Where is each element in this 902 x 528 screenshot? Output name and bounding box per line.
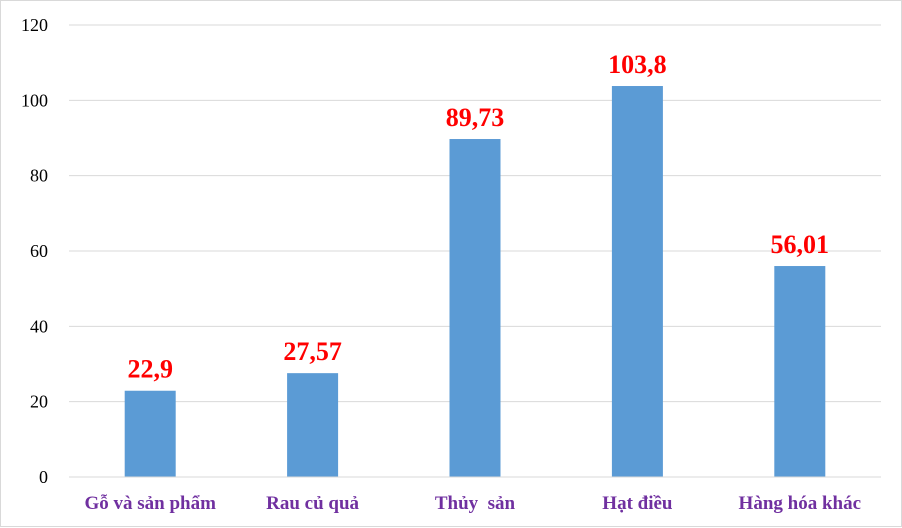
y-tick-label: 60 xyxy=(30,241,48,261)
y-tick-label: 0 xyxy=(39,467,48,487)
bar xyxy=(774,266,826,477)
y-tick-label: 80 xyxy=(30,166,48,186)
bar xyxy=(611,86,663,478)
data-label: 89,73 xyxy=(446,103,505,132)
bar xyxy=(449,139,501,477)
bar xyxy=(124,390,176,477)
x-tick-label: Gỗ và sản phẩm xyxy=(84,493,216,514)
x-tick-label: Hạt điều xyxy=(602,493,673,514)
data-label: 27,57 xyxy=(283,337,342,366)
y-tick-label: 100 xyxy=(21,90,48,110)
x-tick-label: Rau củ quả xyxy=(266,493,359,514)
bar xyxy=(287,373,339,477)
x-tick-label: Hàng hóa khác xyxy=(739,493,861,514)
data-label: 103,8 xyxy=(608,50,667,79)
y-tick-label: 120 xyxy=(21,15,48,35)
y-tick-label: 20 xyxy=(30,392,48,412)
y-tick-label: 40 xyxy=(30,316,48,336)
data-label: 22,9 xyxy=(127,355,173,384)
data-label: 56,01 xyxy=(771,230,830,259)
x-tick-label: Thủy sản xyxy=(435,493,516,514)
